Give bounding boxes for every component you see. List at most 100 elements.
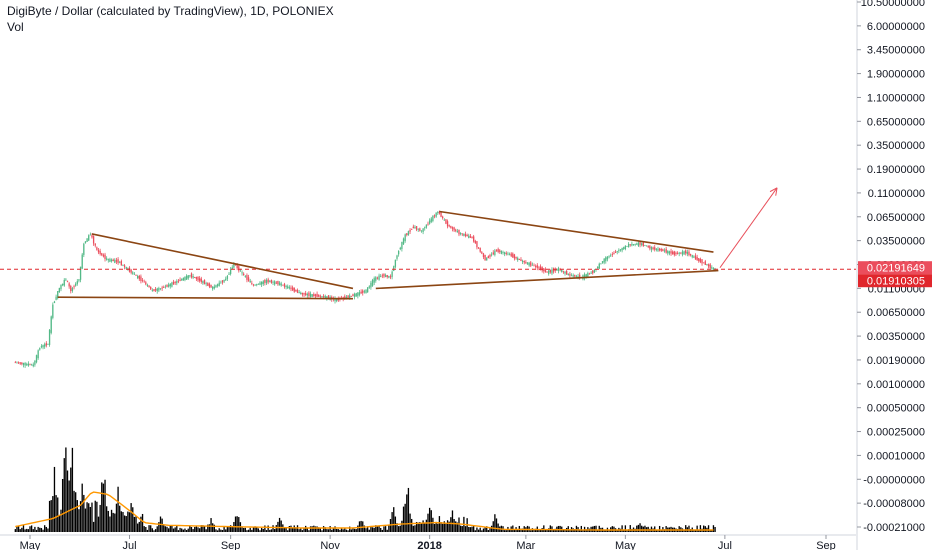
candle-body <box>334 298 336 302</box>
candle <box>300 291 302 295</box>
candle-body <box>88 235 90 241</box>
candle-body <box>528 262 530 266</box>
candle-body <box>138 275 140 280</box>
candle <box>182 277 184 281</box>
y-tick-label: 0.00190000 <box>867 355 925 367</box>
y-tick-label: 0.00650000 <box>867 307 925 319</box>
candle-body <box>632 244 635 245</box>
candle-body <box>473 236 475 242</box>
candle <box>412 224 414 229</box>
candle <box>510 252 512 258</box>
candle-body <box>494 250 496 255</box>
candle <box>53 300 56 304</box>
volume-bar <box>552 529 555 532</box>
x-tick-label: Jul <box>122 540 136 550</box>
candle-body <box>163 287 165 289</box>
volume-bar <box>197 527 199 532</box>
trendlines[interactable] <box>0 187 856 300</box>
candle-body <box>427 223 429 225</box>
projection-arrow[interactable] <box>719 187 778 268</box>
candle-body <box>378 275 380 280</box>
candle <box>662 248 664 252</box>
volume-bar <box>521 528 524 532</box>
candle-body <box>464 233 467 237</box>
candle <box>257 283 260 285</box>
candle-body <box>435 212 437 217</box>
candle <box>590 270 592 274</box>
volume-bar <box>153 530 155 532</box>
candle-body <box>184 276 186 281</box>
candle-body <box>115 260 118 262</box>
candle <box>601 261 604 264</box>
volume-bar <box>236 516 238 532</box>
trendline-triangle-1-lower[interactable] <box>57 296 353 300</box>
volume-bar <box>402 506 405 532</box>
candle-body <box>335 298 338 301</box>
volume-bar <box>213 524 215 532</box>
candle <box>122 264 124 267</box>
candle <box>569 271 571 278</box>
volume-bar <box>22 525 25 532</box>
candle-body <box>96 247 98 250</box>
candle <box>503 251 506 257</box>
candle <box>150 286 152 290</box>
volume-bar <box>580 525 582 532</box>
candle <box>629 244 631 247</box>
volume-bar <box>50 500 52 532</box>
candle <box>445 219 447 225</box>
candle <box>521 259 524 265</box>
candle <box>552 267 555 274</box>
candle-body <box>614 251 617 253</box>
candle-body <box>158 288 160 291</box>
candle-body <box>76 281 78 284</box>
candle <box>500 250 503 255</box>
volume-bar <box>417 522 419 532</box>
candle <box>564 271 566 276</box>
candle-body <box>681 251 684 255</box>
volume-bar <box>207 524 209 532</box>
candle-body <box>375 277 377 281</box>
candle <box>295 289 297 292</box>
candle <box>123 264 126 270</box>
candle-body <box>84 241 87 244</box>
volume-bar <box>443 521 445 532</box>
candle-body <box>207 282 209 286</box>
candle-body <box>176 281 178 284</box>
candle-body <box>215 285 217 288</box>
candle-body <box>450 226 452 228</box>
candle-body <box>52 304 54 318</box>
candle <box>256 283 258 287</box>
candle-body <box>140 276 142 281</box>
candle-body <box>500 250 503 254</box>
candle-body <box>451 227 454 229</box>
candle-body <box>308 292 310 296</box>
candle-body <box>552 268 555 272</box>
candle-body <box>601 261 604 264</box>
candle <box>303 292 305 298</box>
trendline-triangle-1-upper[interactable] <box>91 233 354 290</box>
candle-body <box>445 219 447 224</box>
volume-bar <box>624 525 627 532</box>
volume-bar <box>171 525 173 532</box>
candle-body <box>301 292 304 295</box>
trendline-triangle-2-lower[interactable] <box>375 269 719 290</box>
volume-bar <box>698 529 700 532</box>
candle-body <box>366 287 369 293</box>
candle <box>275 281 277 285</box>
volume-bar <box>66 470 69 532</box>
volume-bar <box>88 503 90 532</box>
candle <box>654 245 656 252</box>
candle-body <box>133 273 136 275</box>
candle-body <box>406 233 408 235</box>
candle <box>562 270 565 274</box>
candle-body <box>438 211 441 214</box>
volume-bar <box>132 507 134 532</box>
candle-body <box>166 284 168 287</box>
candle <box>471 236 473 239</box>
trendline-triangle-2-upper[interactable] <box>439 210 714 253</box>
volume-bar <box>60 509 62 532</box>
candle-body <box>316 293 318 297</box>
volume-bar <box>603 530 605 532</box>
